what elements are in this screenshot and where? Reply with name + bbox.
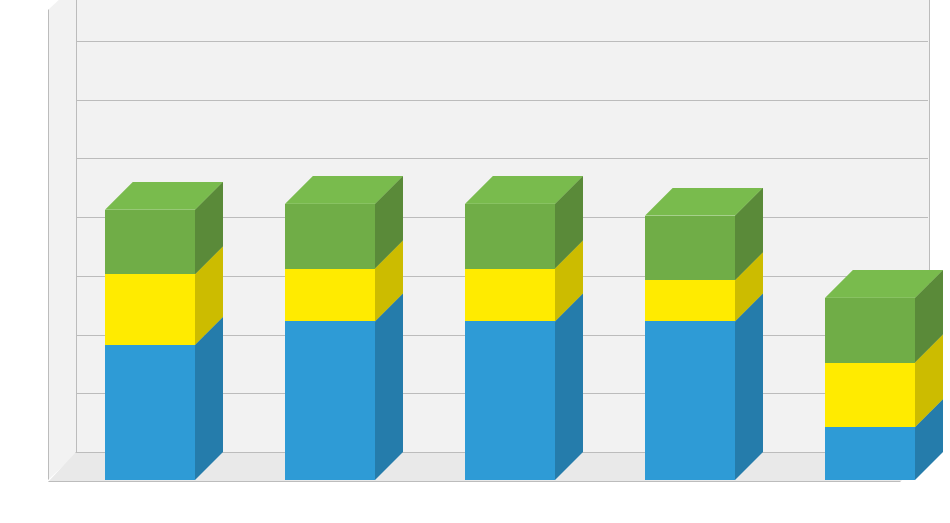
bar-segment — [285, 269, 375, 322]
gridline — [76, 158, 928, 159]
bar-segment — [465, 204, 555, 269]
bar-segment — [105, 210, 195, 275]
bar-segment — [465, 321, 555, 480]
bar-segment — [105, 345, 195, 480]
bar-segment — [285, 321, 375, 480]
chart-side-wall — [48, 0, 78, 482]
bar-segment — [825, 298, 915, 363]
gridline — [76, 41, 928, 42]
bar-segment — [825, 363, 915, 428]
bar-segment-side — [555, 293, 583, 480]
bar-segment — [645, 216, 735, 281]
bar-segment-side — [375, 293, 403, 480]
bar-segment — [465, 269, 555, 322]
gridline — [76, 100, 928, 101]
bar-segment-side — [735, 293, 763, 480]
bar-segment — [825, 427, 915, 480]
chart-3d-stacked-bar — [0, 0, 950, 523]
bar-segment — [105, 274, 195, 345]
bar-segment — [645, 280, 735, 321]
bar-segment — [645, 321, 735, 480]
bar-segment-side — [195, 317, 223, 480]
bar-segment — [285, 204, 375, 269]
